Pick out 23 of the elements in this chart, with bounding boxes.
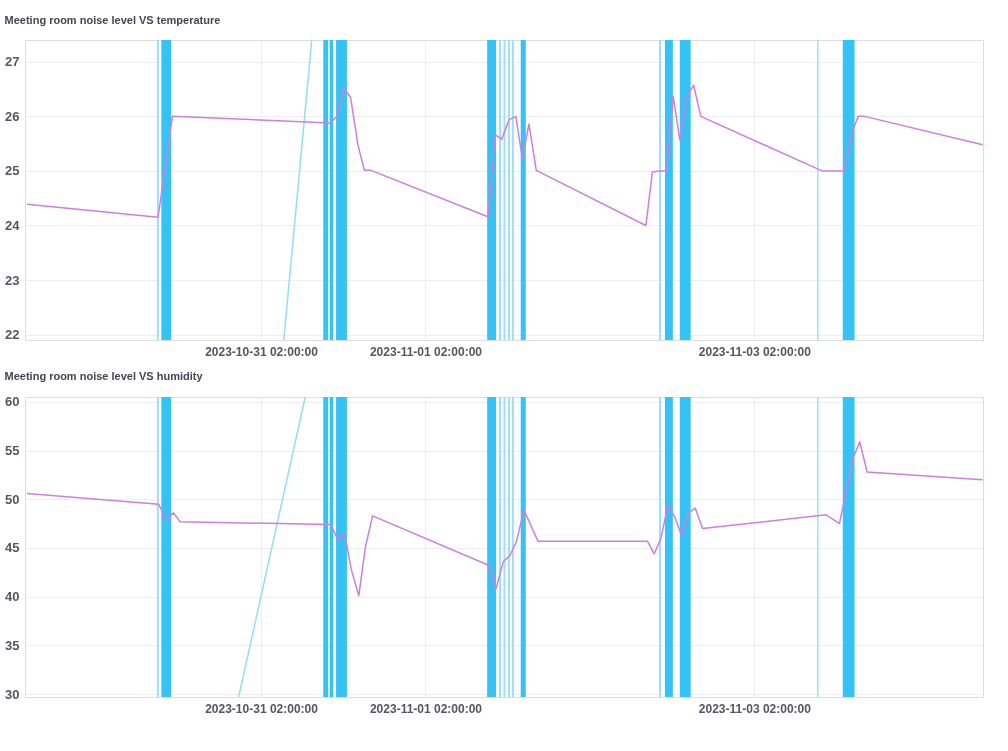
y-tick-label: 35 [5,637,20,653]
x-tick-label: 2023-11-03 02:00:00 [698,701,812,716]
y-tick-label: 55 [5,443,20,459]
y-tick-label: 24 [5,217,21,233]
y-tick-label: 40 [5,589,20,605]
chart-title: Meeting room noise level VS humidity [4,369,204,382]
x-tick-label: 2023-10-31 02:00:00 [205,701,319,716]
x-tick-label: 2023-11-03 02:00:00 [698,344,812,359]
y-tick-label: 25 [5,163,20,179]
y-tick-label: 50 [5,491,20,507]
y-tick-label: 23 [5,272,20,288]
y-tick-label: 26 [5,108,20,124]
y-tick-label: 27 [5,54,20,70]
x-tick-label: 2023-11-01 02:00:00 [369,701,483,716]
line-series [26,84,983,227]
x-tick-label: 2023-11-01 02:00:00 [369,344,483,359]
line-series [26,441,983,597]
y-tick-label: 45 [5,540,20,556]
chart-title: Meeting room noise level VS temperature [4,14,221,26]
y-tick-label: 22 [5,327,20,343]
y-tick-label: 60 [5,394,20,410]
y-tick-label: 30 [5,686,20,702]
x-tick-label: 2023-10-31 02:00:00 [205,344,319,359]
